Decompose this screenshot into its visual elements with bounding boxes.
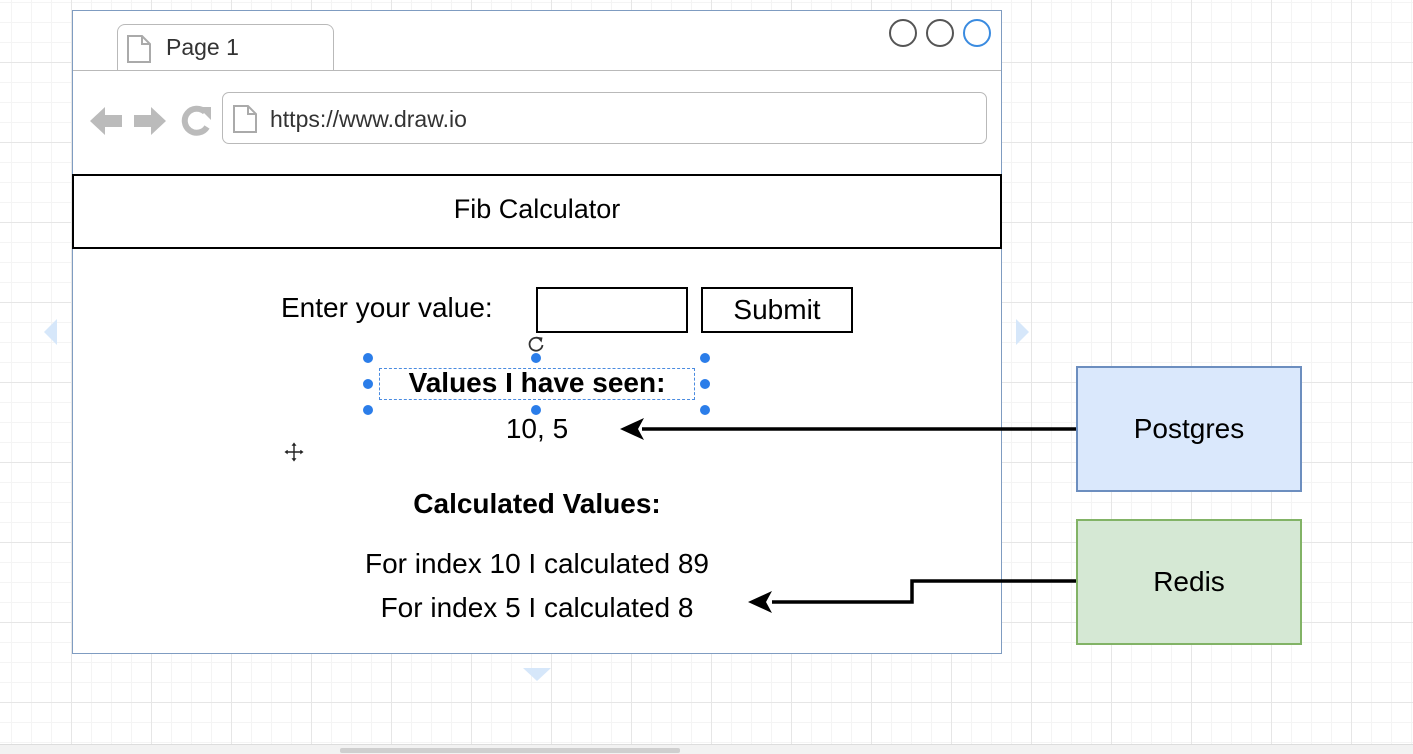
address-bar[interactable]	[222, 92, 987, 144]
postgres-box[interactable]: Postgres	[1076, 366, 1302, 492]
redis-box[interactable]: Redis	[1076, 519, 1302, 645]
down-expand-arrow-icon[interactable]	[522, 667, 552, 683]
tab-label: Page 1	[166, 34, 239, 60]
back-arrow-icon[interactable]	[88, 104, 124, 138]
resize-handle[interactable]	[700, 353, 710, 363]
window-button-1[interactable]	[889, 19, 917, 47]
resize-handle[interactable]	[363, 353, 373, 363]
forward-arrow-icon[interactable]	[132, 104, 168, 138]
seen-values-text: 10, 5	[505, 413, 569, 444]
page-icon	[233, 105, 257, 133]
horizontal-scrollbar[interactable]	[0, 744, 1413, 754]
window-button-2[interactable]	[926, 19, 954, 47]
postgres-connector-arrow[interactable]	[600, 410, 1080, 450]
calculated-values-heading: Calculated Values:	[413, 488, 661, 519]
move-cursor-icon	[283, 441, 305, 463]
value-input[interactable]	[536, 287, 688, 333]
redis-connector-arrow[interactable]	[740, 570, 1080, 615]
url-text[interactable]: https://www.draw.io	[270, 106, 467, 132]
scrollbar-thumb[interactable]	[340, 748, 680, 753]
resize-handle[interactable]	[363, 405, 373, 415]
calculated-row: For index 5 I calculated 8	[380, 592, 694, 623]
tab-page-icon	[127, 35, 151, 63]
redis-label: Redis	[1153, 566, 1225, 597]
seen-values-heading[interactable]: Values I have seen:	[408, 367, 666, 398]
reload-icon[interactable]	[178, 103, 214, 139]
page-title: Fib Calculator	[453, 194, 621, 224]
tab-divider	[73, 70, 1001, 71]
value-input-label: Enter your value:	[281, 292, 493, 323]
browser-tab[interactable]	[117, 24, 334, 71]
resize-handle[interactable]	[700, 379, 710, 389]
rotate-icon[interactable]	[527, 335, 545, 353]
right-expand-arrow-icon[interactable]	[1015, 318, 1031, 346]
postgres-label: Postgres	[1133, 413, 1245, 444]
left-expand-arrow-icon[interactable]	[42, 318, 58, 346]
resize-handle[interactable]	[531, 353, 541, 363]
resize-handle[interactable]	[531, 405, 541, 415]
app-header[interactable]	[72, 174, 1002, 249]
resize-handle[interactable]	[363, 379, 373, 389]
resize-handle[interactable]	[700, 405, 710, 415]
calculated-row: For index 10 I calculated 89	[365, 548, 709, 579]
selection-box[interactable]	[379, 368, 695, 400]
window-button-3[interactable]	[963, 19, 991, 47]
submit-button[interactable]: Submit	[701, 287, 853, 333]
